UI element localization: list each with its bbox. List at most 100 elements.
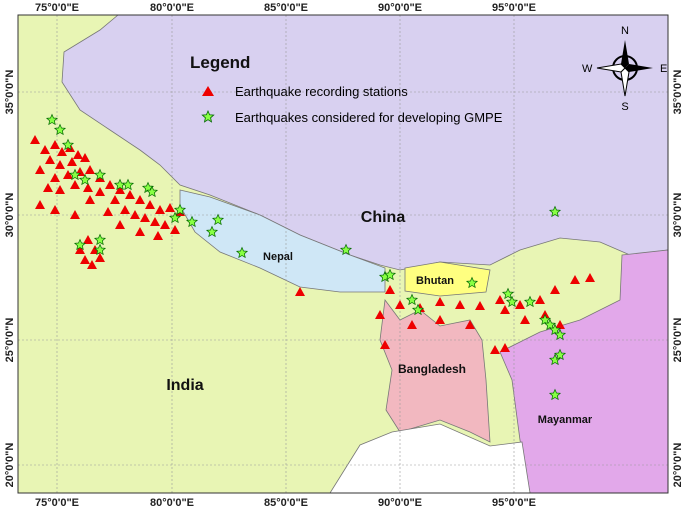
- station-marker: [435, 315, 445, 324]
- station-marker: [57, 147, 67, 156]
- station-marker: [55, 185, 65, 194]
- station-marker: [495, 295, 505, 304]
- station-marker: [570, 275, 580, 284]
- earthquake-marker: [553, 348, 567, 361]
- earthquake-marker: [235, 246, 249, 259]
- lat-label: 25°0'0"N: [672, 318, 684, 363]
- earthquake-marker: [68, 168, 82, 181]
- lat-label: 30°0'0"N: [672, 193, 684, 238]
- station-marker: [115, 220, 125, 229]
- station-marker: [50, 173, 60, 182]
- station-marker: [555, 320, 565, 329]
- earthquake-marker: [121, 178, 135, 191]
- lon-label: 75°0'0"E: [35, 497, 79, 509]
- station-marker: [120, 205, 130, 214]
- compass-w: W: [582, 63, 593, 75]
- lat-label: 25°0'0"N: [4, 318, 16, 363]
- compass-s: S: [621, 101, 628, 113]
- station-marker: [73, 150, 83, 159]
- station-marker: [83, 183, 93, 192]
- station-marker: [435, 297, 445, 306]
- station-marker: [160, 220, 170, 229]
- lon-label: 90°0'0"E: [378, 497, 422, 509]
- station-marker: [87, 260, 97, 269]
- compass-n: N: [621, 25, 629, 37]
- station-marker: [465, 320, 475, 329]
- station-marker: [500, 305, 510, 314]
- lat-label: 20°0'0"N: [4, 443, 16, 488]
- station-marker: [385, 285, 395, 294]
- label-nepal: Nepal: [263, 251, 293, 263]
- station-marker: [155, 205, 165, 214]
- station-marker: [585, 273, 595, 282]
- label-bangladesh: Bangladesh: [398, 362, 466, 376]
- station-marker: [550, 285, 560, 294]
- station-marker: [50, 205, 60, 214]
- lat-label: 20°0'0"N: [672, 443, 684, 488]
- station-marker: [475, 301, 485, 310]
- graticule-lines: [18, 15, 668, 493]
- compass: N E S W: [582, 25, 667, 113]
- earthquake-marker: [505, 295, 519, 308]
- station-marker: [535, 295, 545, 304]
- station-marker: [490, 345, 500, 354]
- region-bangladesh: [379, 298, 491, 443]
- earthquake-marker: [78, 173, 92, 186]
- station-marker: [407, 320, 417, 329]
- graticule-labels: 75°0'0"E 75°0'0"E 80°0'0"E 80°0'0"E 85°0'0"E…: [4, 2, 684, 509]
- station-marker: [115, 185, 125, 194]
- station-marker: [103, 207, 113, 216]
- map-frame: [17, 14, 669, 494]
- station-marker: [150, 217, 160, 226]
- earthquake-marker: [465, 276, 479, 289]
- earthquake-marker: [211, 213, 225, 226]
- legend-item: Earthquakes considered for developing GM…: [235, 110, 503, 125]
- compass-e: E: [660, 63, 667, 75]
- station-marker: [110, 195, 120, 204]
- station-marker: [50, 140, 60, 149]
- station-marker: [520, 315, 530, 324]
- station-marker: [80, 255, 90, 264]
- earthquake-marker: [145, 185, 159, 198]
- station-marker: [85, 195, 95, 204]
- label-india: India: [166, 377, 203, 394]
- station-marker: [153, 231, 163, 240]
- earthquake-marker: [501, 287, 515, 300]
- earthquake-marker: [53, 123, 67, 136]
- earthquake-marker: [73, 238, 87, 251]
- station-marker: [63, 170, 73, 179]
- earthquake-marker: [553, 328, 567, 341]
- station-marker: [395, 300, 405, 309]
- earthquake-marker: [411, 303, 425, 316]
- station-marker: [380, 340, 390, 349]
- earthquake-marker: [93, 168, 107, 181]
- earthquake-marker: [168, 211, 182, 224]
- lon-label: 90°0'0"E: [378, 2, 422, 14]
- station-marker: [95, 253, 105, 262]
- earthquake-marker: [339, 243, 353, 256]
- station-marker: [75, 245, 85, 254]
- station-marker: [515, 300, 525, 309]
- station-marker: [130, 210, 140, 219]
- earthquake-marker: [383, 268, 397, 281]
- earthquake-marker: [185, 215, 199, 228]
- lat-label: 35°0'0"N: [672, 70, 684, 115]
- station-marker: [45, 155, 55, 164]
- station-marker: [35, 165, 45, 174]
- earthquake-marker: [173, 203, 187, 216]
- earthquake-marker: [523, 295, 537, 308]
- earthquake-marker: [45, 113, 59, 126]
- frame-border: [17, 14, 669, 494]
- earthquake-marker: [543, 318, 557, 331]
- station-marker: [135, 195, 145, 204]
- lon-label: 75°0'0"E: [35, 2, 79, 14]
- station-marker: [135, 227, 145, 236]
- legend-symbol-earthquake: [201, 109, 215, 123]
- legend-item: Earthquake recording stations: [235, 84, 408, 99]
- station-marker: [145, 200, 155, 209]
- lon-label: 80°0'0"E: [150, 2, 194, 14]
- legend-symbol-station: [202, 86, 214, 96]
- station-marker: [85, 165, 95, 174]
- earthquake-marker: [405, 293, 419, 306]
